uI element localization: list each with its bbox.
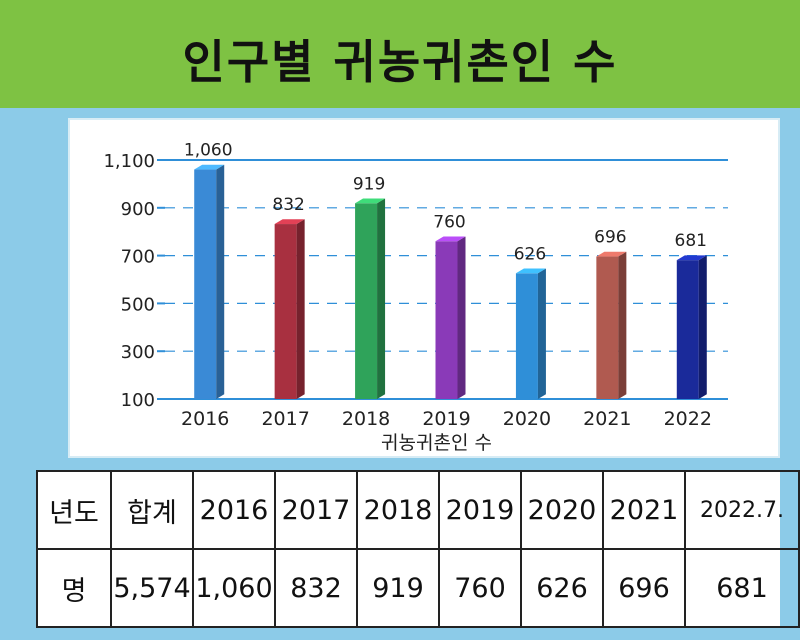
table-header-cell: 2016 xyxy=(192,470,276,550)
page-title: 인구별 귀농귀촌인 수 xyxy=(182,35,618,89)
table-header-cell: 2021 xyxy=(602,470,686,550)
bar-value-label: 696 xyxy=(594,228,626,248)
table-data-row: 명 5,574 1,060 832 919 760 626 696 681 xyxy=(36,548,800,628)
table-header-row: 년도 합계 2016 2017 2018 2019 2020 2021 2022.7. xyxy=(36,470,800,550)
table-header-cell: 2017 xyxy=(274,470,358,550)
table-header-cell: 2019 xyxy=(438,470,522,550)
summary-table-wrap: 년도 합계 2016 2017 2018 2019 2020 2021 2022.7. 명 5,5… xyxy=(36,470,800,628)
summary-table: 년도 합계 2016 2017 2018 2019 2020 2021 2022.7. 명 5,5… xyxy=(36,470,800,628)
table-cell: 1,060 xyxy=(192,548,276,628)
bar xyxy=(435,241,458,399)
bar xyxy=(274,224,297,399)
bar-chart: 100 300 500 700 900 1,100 1,060 2016 832 2017 919 2… xyxy=(103,141,728,454)
table-header-cell: 합계 xyxy=(110,470,194,550)
bar xyxy=(515,273,538,399)
table-header-cell: 2022.7. xyxy=(684,470,800,550)
bar-value-label: 1,060 xyxy=(184,141,233,161)
x-tick-label: 2019 xyxy=(422,408,470,430)
bar-side xyxy=(377,198,386,399)
table-header-cell: 2020 xyxy=(520,470,604,550)
y-tick-label: 900 xyxy=(121,199,155,220)
bar-value-label: 681 xyxy=(675,231,707,251)
bar-side xyxy=(698,255,707,399)
table-cell: 919 xyxy=(356,548,440,628)
bar-top xyxy=(676,255,707,261)
bar-side xyxy=(537,268,546,399)
x-tick-label: 2020 xyxy=(503,408,551,430)
bar-top xyxy=(596,251,627,257)
bar-value-label: 919 xyxy=(353,174,385,194)
y-tick-label: 1,100 xyxy=(103,151,155,172)
y-tick-label: 700 xyxy=(121,247,155,268)
table-cell: 681 xyxy=(684,548,800,628)
bar-top xyxy=(274,219,305,225)
x-tick-label: 2016 xyxy=(181,408,229,430)
bar-value-label: 832 xyxy=(272,195,304,215)
table-header-cell: 2018 xyxy=(356,470,440,550)
chart-panel xyxy=(68,118,780,458)
x-axis-label: 귀농귀촌인 수 xyxy=(381,432,492,454)
table-cell: 626 xyxy=(520,548,604,628)
bar-top xyxy=(194,164,225,170)
x-tick-label: 2021 xyxy=(583,408,631,430)
bar-side xyxy=(457,236,466,399)
bar xyxy=(676,260,699,399)
x-tick-label: 2017 xyxy=(261,408,309,430)
bar-top xyxy=(355,198,386,204)
bar-top xyxy=(515,268,546,274)
table-cell: 760 xyxy=(438,548,522,628)
bar-value-label: 760 xyxy=(433,212,465,232)
x-tick-label: 2022 xyxy=(664,408,712,430)
bar-side xyxy=(296,219,305,399)
bar xyxy=(194,169,217,399)
bar xyxy=(596,256,619,399)
bar-top xyxy=(435,236,466,242)
x-tick-label: 2018 xyxy=(342,408,390,430)
title-banner xyxy=(0,0,800,108)
bar-side xyxy=(618,251,627,399)
bar-side xyxy=(216,164,225,399)
table-cell: 832 xyxy=(274,548,358,628)
y-tick-label: 500 xyxy=(121,294,155,315)
y-tick-label: 100 xyxy=(121,390,155,411)
bar-value-label: 626 xyxy=(514,244,546,264)
bar xyxy=(355,203,378,399)
table-cell: 5,574 xyxy=(110,548,194,628)
y-tick-label: 300 xyxy=(121,342,155,363)
table-header-cell: 년도 xyxy=(36,470,112,550)
table-cell: 명 xyxy=(36,548,112,628)
table-cell: 696 xyxy=(602,548,686,628)
